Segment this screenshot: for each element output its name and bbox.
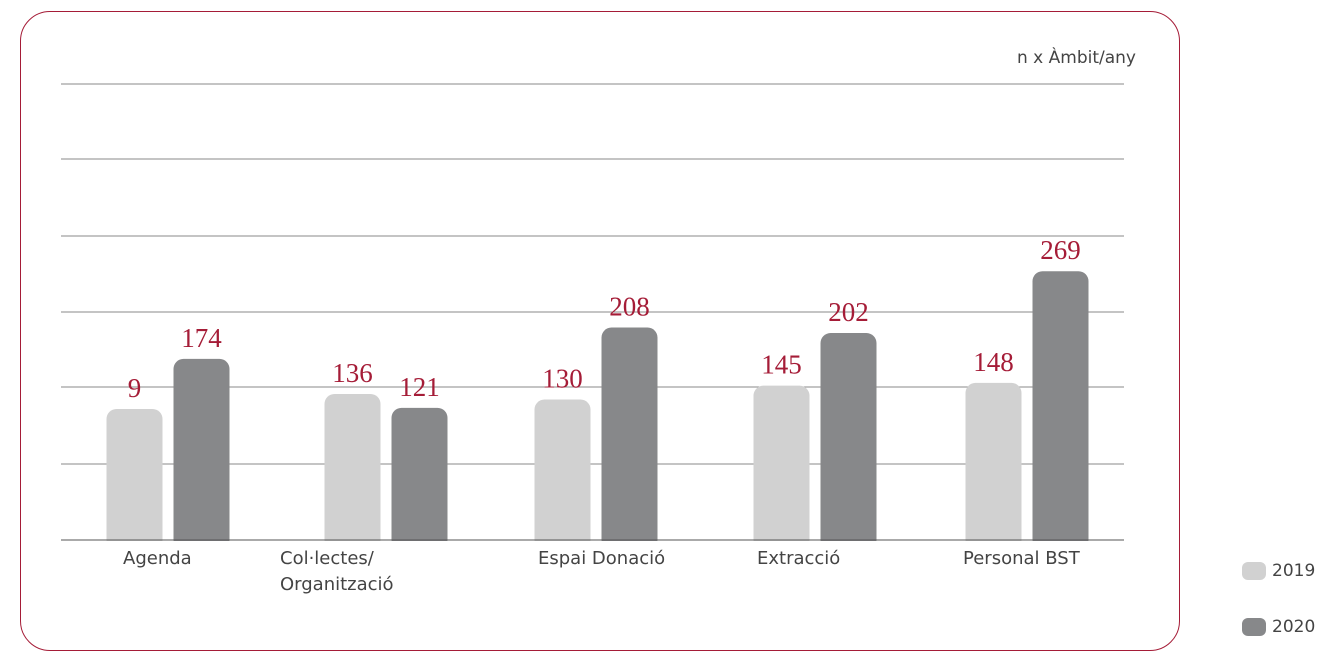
data-label: 130 — [542, 364, 583, 394]
x-tick-label: Personal BST — [963, 548, 1080, 569]
bar-2019 — [534, 399, 591, 550]
data-label: 9 — [128, 373, 142, 403]
legend-item-2020: 2020 — [1242, 617, 1315, 637]
bar-2019 — [106, 409, 163, 550]
baseline-mask — [61, 541, 1124, 553]
data-label: 202 — [828, 297, 869, 327]
data-label: 136 — [332, 358, 373, 388]
data-label: 174 — [181, 323, 222, 353]
bar-2019 — [324, 393, 381, 550]
data-label: 121 — [399, 372, 440, 402]
legend-item-2019: 2019 — [1242, 561, 1315, 581]
data-label: 269 — [1040, 235, 1081, 265]
bar-2020 — [1032, 271, 1089, 550]
bar-2019 — [753, 385, 810, 550]
legend-swatch — [1242, 562, 1266, 580]
legend-swatch — [1242, 618, 1266, 636]
bar-2019 — [965, 382, 1022, 550]
x-tick-label: Espai Donació — [538, 548, 666, 569]
bar-2020 — [820, 333, 877, 550]
x-tick-label: Agenda — [123, 548, 192, 569]
data-label: 208 — [609, 292, 650, 322]
bar-2020 — [391, 407, 448, 550]
x-tick-label: Extracció — [757, 548, 841, 569]
data-label: 148 — [973, 347, 1014, 377]
legend-label: 2020 — [1272, 617, 1316, 637]
unit-label: n x Àmbit/any — [1017, 48, 1136, 68]
x-tick-label: Col·lectes/ Organització — [280, 548, 394, 595]
data-label: 145 — [761, 350, 802, 380]
bar-2020 — [601, 327, 658, 550]
legend-label: 2019 — [1272, 561, 1316, 581]
bar-2020 — [173, 358, 230, 550]
